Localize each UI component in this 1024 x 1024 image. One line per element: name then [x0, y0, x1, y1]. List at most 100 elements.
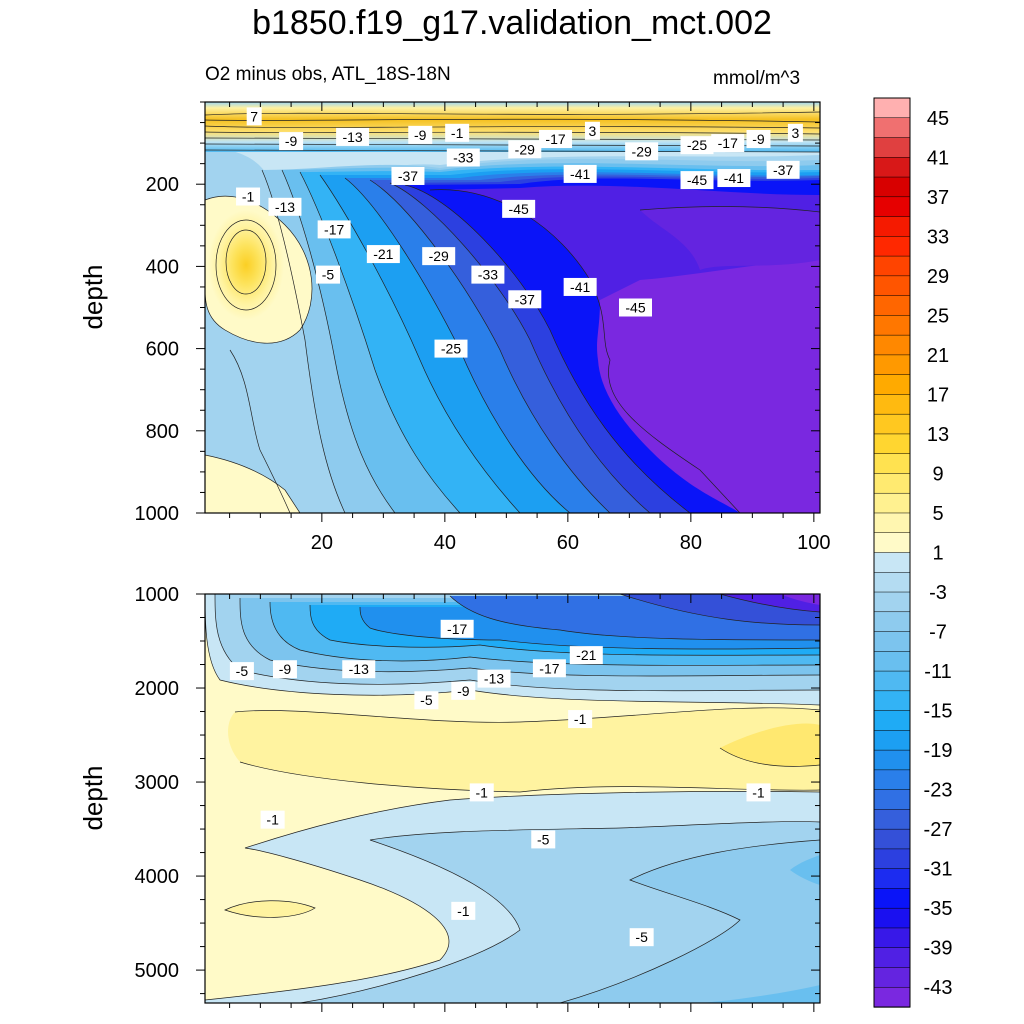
- y-tick-label: 400: [146, 256, 179, 278]
- contour-label: -29: [422, 247, 456, 266]
- colorbar-swatch: [873, 275, 911, 297]
- colorbar-label: 25: [927, 305, 949, 327]
- svg-text:-13: -13: [484, 671, 504, 687]
- colorbar-swatch: [873, 413, 911, 435]
- colorbar-label: -15: [924, 701, 953, 723]
- contour-label: -17: [440, 619, 474, 638]
- colorbar-swatch: [873, 907, 911, 929]
- colorbar-swatch: [873, 157, 911, 178]
- y-tick-label: 5000: [135, 960, 180, 982]
- top-panel-fills: [205, 102, 820, 513]
- contour-label: -37: [766, 160, 800, 179]
- contour-label: -37: [508, 290, 542, 309]
- svg-text:-17: -17: [539, 660, 559, 676]
- svg-text:-29: -29: [632, 143, 652, 159]
- colorbar-swatch: [873, 690, 911, 712]
- svg-text:-5: -5: [322, 267, 335, 283]
- colorbar-swatch: [873, 394, 911, 415]
- contour-label: 7: [246, 107, 262, 126]
- colorbar-swatch: [873, 433, 911, 455]
- contour-label: -45: [619, 298, 652, 317]
- colorbar-label: 13: [927, 424, 949, 446]
- contour-label: -9: [279, 132, 304, 151]
- colorbar-swatch: [873, 552, 911, 573]
- colorbar-swatch: [873, 967, 911, 988]
- colorbar-swatch: [873, 927, 911, 949]
- colorbar-swatch: [873, 374, 911, 396]
- contour-label: -5: [316, 265, 340, 284]
- contour-label: -5: [414, 691, 439, 710]
- colorbar-swatch: [873, 651, 911, 672]
- colorbar-label: -35: [924, 898, 953, 920]
- colorbar-swatch: [873, 216, 911, 237]
- top-ylabel: depth: [78, 264, 108, 329]
- contour-label: -13: [477, 669, 511, 688]
- svg-text:-5: -5: [236, 663, 249, 679]
- contour-label: -41: [717, 169, 751, 188]
- colorbar-label: 33: [927, 226, 949, 248]
- svg-text:-13: -13: [342, 129, 362, 145]
- svg-text:-13: -13: [275, 199, 295, 215]
- figure-title: b1850.f19_g17.validation_mct.002: [252, 4, 772, 42]
- svg-text:-41: -41: [570, 166, 590, 182]
- top-right-subtitle: mmol/m^3: [713, 68, 801, 89]
- x-tick-label: 20: [311, 532, 333, 554]
- contour-label: -45: [502, 199, 536, 218]
- colorbar-swatch: [873, 255, 911, 277]
- colorbar-swatch: [873, 315, 911, 336]
- svg-text:-1: -1: [266, 812, 279, 828]
- colorbar-swatch: [873, 295, 911, 317]
- colorbar-label: -39: [924, 938, 953, 960]
- contour-label: -41: [563, 277, 597, 296]
- colorbar-swatch: [873, 512, 911, 534]
- svg-text:-9: -9: [414, 127, 427, 143]
- colorbar-label: -11: [924, 661, 951, 683]
- colorbar-swatch: [873, 117, 911, 139]
- svg-text:-9: -9: [457, 683, 470, 699]
- contour-label: -13: [342, 660, 376, 679]
- contour-label: -37: [391, 166, 425, 185]
- colorbar-label: 29: [927, 266, 949, 288]
- colorbar-swatch: [873, 947, 911, 969]
- contour-label: -33: [471, 265, 505, 284]
- bottom-ylabel: depth: [78, 765, 108, 830]
- svg-text:-29: -29: [515, 141, 535, 157]
- colorbar-label: -19: [924, 740, 953, 762]
- contour-label: -9: [451, 681, 476, 700]
- bottom-plot-frame: [204, 593, 821, 1004]
- contour-label: -29: [508, 140, 542, 159]
- colorbar-swatch: [873, 809, 911, 830]
- svg-text:3: 3: [589, 123, 597, 139]
- contour-label: -9: [272, 660, 297, 679]
- colorbar-swatch: [873, 354, 911, 376]
- contour-label: -1: [236, 187, 261, 206]
- colorbar-swatch: [873, 532, 911, 554]
- svg-text:-1: -1: [752, 784, 765, 800]
- contour-label: 3: [584, 121, 600, 140]
- colorbar-swatch: [873, 710, 911, 731]
- bottom-panel-contours: [205, 594, 820, 1003]
- colorbar-swatch: [873, 97, 911, 119]
- contour-label: -1: [451, 901, 476, 920]
- contour-label: -41: [563, 164, 597, 183]
- svg-text:-13: -13: [349, 661, 369, 677]
- contour-label: -1: [568, 710, 593, 729]
- svg-text:-5: -5: [537, 831, 550, 847]
- svg-text:-41: -41: [724, 170, 744, 186]
- svg-text:-17: -17: [545, 131, 565, 147]
- x-tick-label: 40: [434, 532, 456, 554]
- contour-label: -25: [434, 339, 468, 358]
- contour-label: -5: [229, 662, 254, 681]
- colorbar-swatch: [873, 749, 911, 771]
- svg-text:-9: -9: [285, 133, 298, 149]
- svg-text:-5: -5: [635, 929, 648, 945]
- contour-label: -21: [366, 245, 400, 264]
- svg-text:-1: -1: [242, 189, 255, 205]
- svg-text:-17: -17: [324, 221, 344, 237]
- svg-text:-45: -45: [687, 172, 707, 188]
- colorbar-swatch: [873, 986, 911, 1008]
- colorbar-label: 17: [927, 384, 949, 406]
- colorbar-frame: [873, 97, 911, 1008]
